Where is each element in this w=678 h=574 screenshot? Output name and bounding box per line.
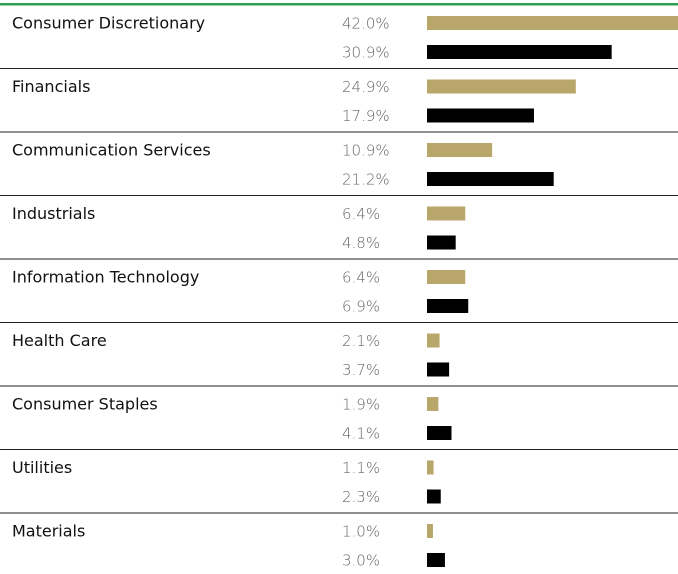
bar bbox=[427, 108, 534, 123]
value-label: 42.0% bbox=[342, 15, 390, 33]
value-label: 17.9% bbox=[342, 107, 390, 125]
value-label: 21.2% bbox=[342, 171, 390, 189]
bar bbox=[427, 143, 493, 157]
value-label: 2.3% bbox=[342, 488, 380, 506]
category-label: Industrials bbox=[12, 204, 95, 223]
bar bbox=[427, 397, 439, 411]
value-label: 6.4% bbox=[342, 269, 380, 287]
value-label: 6.9% bbox=[342, 298, 380, 316]
bar bbox=[427, 172, 554, 186]
bar bbox=[427, 460, 434, 475]
bar bbox=[427, 79, 576, 94]
bar bbox=[427, 426, 452, 440]
value-label: 3.0% bbox=[342, 552, 380, 570]
category-label: Communication Services bbox=[12, 141, 211, 160]
value-label: 30.9% bbox=[342, 44, 390, 62]
bar bbox=[427, 235, 456, 250]
value-label: 3.7% bbox=[342, 361, 380, 379]
value-label: 4.8% bbox=[342, 234, 380, 252]
bar bbox=[427, 45, 612, 59]
category-label: Consumer Staples bbox=[12, 395, 158, 414]
category-label: Financials bbox=[12, 77, 90, 96]
value-label: 4.1% bbox=[342, 425, 380, 443]
value-label: 1.9% bbox=[342, 396, 380, 414]
category-label: Information Technology bbox=[12, 268, 199, 287]
bar bbox=[427, 362, 450, 377]
bar bbox=[427, 206, 466, 221]
value-label: 6.4% bbox=[342, 205, 380, 223]
bar bbox=[427, 299, 469, 313]
bar bbox=[427, 16, 678, 30]
value-label: 1.0% bbox=[342, 523, 380, 541]
bar bbox=[427, 333, 440, 348]
value-label: 2.1% bbox=[342, 332, 380, 350]
bar bbox=[427, 270, 466, 284]
category-label: Consumer Discretionary bbox=[12, 14, 205, 33]
category-label: Utilities bbox=[12, 458, 72, 477]
bar bbox=[427, 489, 441, 504]
bar bbox=[427, 524, 433, 538]
value-label: 1.1% bbox=[342, 459, 380, 477]
top-rule bbox=[0, 3, 678, 6]
value-label: 24.9% bbox=[342, 78, 390, 96]
bar bbox=[427, 553, 445, 567]
value-label: 10.9% bbox=[342, 142, 390, 160]
category-label: Health Care bbox=[12, 331, 107, 350]
category-label: Materials bbox=[12, 522, 85, 541]
